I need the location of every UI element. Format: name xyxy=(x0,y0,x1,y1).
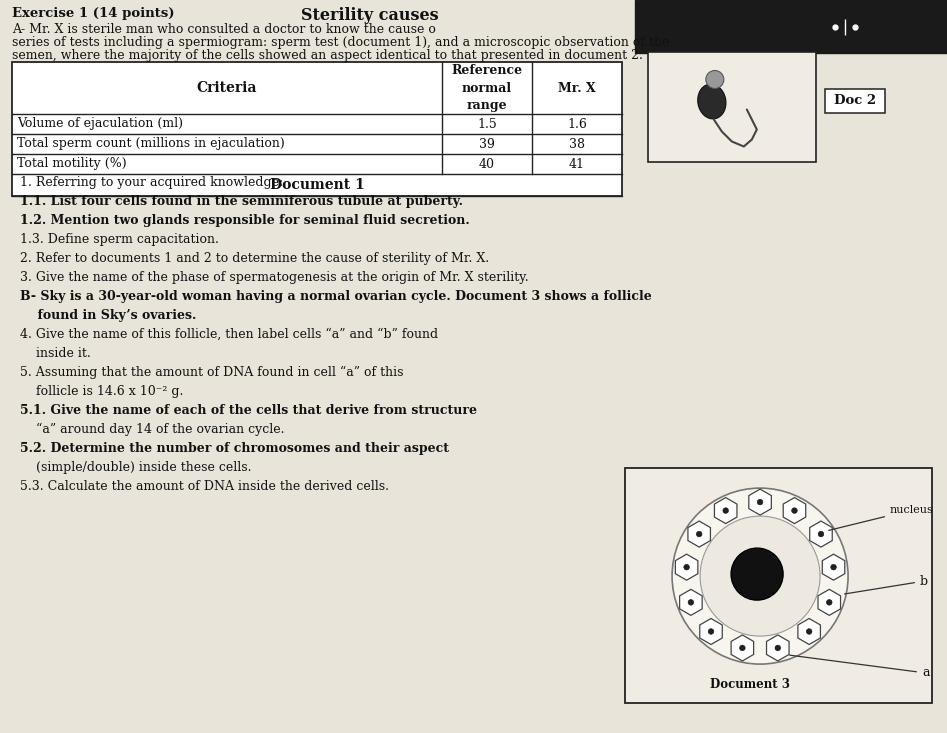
Polygon shape xyxy=(680,589,702,615)
Circle shape xyxy=(758,499,763,505)
Circle shape xyxy=(806,629,812,634)
Text: 3. Give the name of the phase of spermatogenesis at the origin of Mr. X sterilit: 3. Give the name of the phase of spermat… xyxy=(20,271,528,284)
Circle shape xyxy=(696,531,702,537)
Text: series of tests including a spermiogram: sperm test (document 1), and a microsco: series of tests including a spermiogram:… xyxy=(12,36,670,49)
Circle shape xyxy=(700,516,820,636)
Text: Doc 2: Doc 2 xyxy=(834,95,876,108)
Ellipse shape xyxy=(698,84,726,119)
Bar xyxy=(825,89,885,113)
Text: 5.3. Calculate the amount of DNA inside the derived cells.: 5.3. Calculate the amount of DNA inside … xyxy=(20,480,389,493)
Bar xyxy=(635,0,947,53)
Text: Volume of ejaculation (ml): Volume of ejaculation (ml) xyxy=(17,117,183,130)
Text: A- Mr. X is sterile man who consulted a doctor to know the cause o: A- Mr. X is sterile man who consulted a … xyxy=(12,23,436,36)
Polygon shape xyxy=(783,498,806,523)
Text: (simple/double) inside these cells.: (simple/double) inside these cells. xyxy=(20,461,252,474)
Text: inside it.: inside it. xyxy=(20,347,91,360)
Circle shape xyxy=(731,548,783,600)
Text: semen, where the majority of the cells showed an aspect identical to that presen: semen, where the majority of the cells s… xyxy=(12,49,643,62)
Text: found in Sky’s ovaries.: found in Sky’s ovaries. xyxy=(20,309,196,322)
Circle shape xyxy=(706,70,724,89)
Circle shape xyxy=(831,564,836,570)
Text: 5.1. Give the name of each of the cells that derive from structure: 5.1. Give the name of each of the cells … xyxy=(20,404,477,417)
Circle shape xyxy=(688,600,694,605)
Circle shape xyxy=(775,645,780,651)
Text: a: a xyxy=(790,655,930,679)
Bar xyxy=(625,468,932,703)
Text: 39: 39 xyxy=(479,138,495,150)
Text: Reference
normal
range: Reference normal range xyxy=(452,65,523,111)
Text: 1.5: 1.5 xyxy=(477,117,497,130)
Polygon shape xyxy=(818,589,841,615)
Text: Sterility causes: Sterility causes xyxy=(301,7,438,24)
Text: 2. Refer to documents 1 and 2 to determine the cause of sterility of Mr. X.: 2. Refer to documents 1 and 2 to determi… xyxy=(20,252,489,265)
Text: Total sperm count (millions in ejaculation): Total sperm count (millions in ejaculati… xyxy=(17,138,285,150)
Polygon shape xyxy=(798,619,820,644)
Text: 38: 38 xyxy=(569,138,585,150)
Text: Document 1: Document 1 xyxy=(270,178,365,192)
Polygon shape xyxy=(749,489,772,515)
Circle shape xyxy=(792,508,797,513)
Polygon shape xyxy=(766,635,789,661)
Text: 1.1. List four cells found in the seminiferous tubule at puberty.: 1.1. List four cells found in the semini… xyxy=(20,195,463,208)
Text: 1.6: 1.6 xyxy=(567,117,587,130)
Polygon shape xyxy=(700,619,723,644)
Text: 40: 40 xyxy=(479,158,495,171)
Text: Criteria: Criteria xyxy=(197,81,258,95)
Text: b: b xyxy=(845,575,928,594)
Polygon shape xyxy=(688,521,710,547)
Circle shape xyxy=(827,600,832,605)
Polygon shape xyxy=(822,554,845,581)
Text: “a” around day 14 of the ovarian cycle.: “a” around day 14 of the ovarian cycle. xyxy=(20,423,284,436)
Text: follicle is 14.6 x 10⁻² g.: follicle is 14.6 x 10⁻² g. xyxy=(20,385,184,398)
Text: 1.3. Define sperm capacitation.: 1.3. Define sperm capacitation. xyxy=(20,233,219,246)
Polygon shape xyxy=(731,635,754,661)
Bar xyxy=(12,62,622,196)
Text: Total motility (%): Total motility (%) xyxy=(17,158,127,171)
Text: 1.2. Mention two glands responsible for seminal fluid secretion.: 1.2. Mention two glands responsible for … xyxy=(20,214,470,227)
Text: 4. Give the name of this follicle, then label cells “a” and “b” found: 4. Give the name of this follicle, then … xyxy=(20,328,438,341)
Polygon shape xyxy=(810,521,832,547)
Circle shape xyxy=(708,629,714,634)
Bar xyxy=(648,52,816,162)
Text: 41: 41 xyxy=(569,158,585,171)
Circle shape xyxy=(740,645,745,651)
Text: nucleus: nucleus xyxy=(829,505,934,531)
Text: 5.2. Determine the number of chromosomes and their aspect: 5.2. Determine the number of chromosomes… xyxy=(20,442,449,455)
Circle shape xyxy=(723,508,728,513)
Circle shape xyxy=(672,488,849,664)
Text: 5. Assuming that the amount of DNA found in cell “a” of this: 5. Assuming that the amount of DNA found… xyxy=(20,366,403,379)
Text: Document 3: Document 3 xyxy=(710,679,790,691)
Text: Mr. X: Mr. X xyxy=(558,81,596,95)
Polygon shape xyxy=(675,554,698,581)
Circle shape xyxy=(684,564,689,570)
Text: 1. Referring to your acquired knowledge:: 1. Referring to your acquired knowledge: xyxy=(20,176,283,189)
Text: B- Sky is a 30-year-old woman having a normal ovarian cycle. Document 3 shows a : B- Sky is a 30-year-old woman having a n… xyxy=(20,290,652,303)
Polygon shape xyxy=(714,498,737,523)
Text: Exercise 1 (14 points): Exercise 1 (14 points) xyxy=(12,7,174,20)
Circle shape xyxy=(818,531,824,537)
